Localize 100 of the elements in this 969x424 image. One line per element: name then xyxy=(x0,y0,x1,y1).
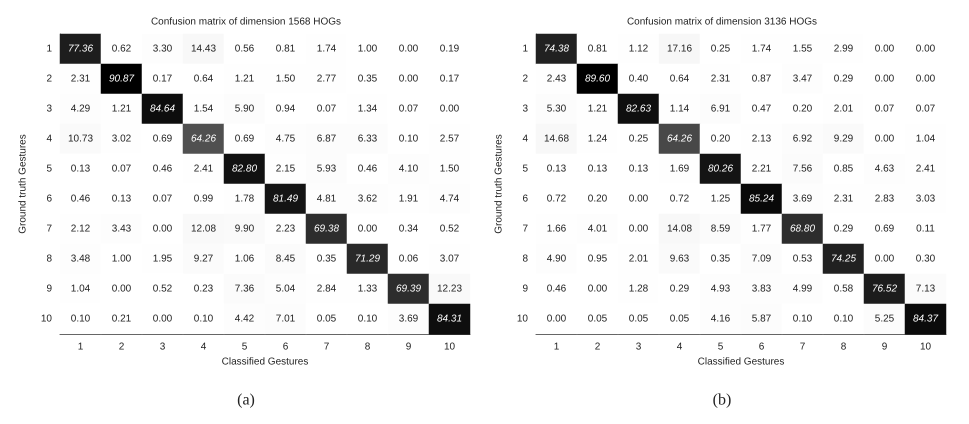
data-label: 64.26 xyxy=(666,134,692,144)
x-tick-label: 9 xyxy=(882,342,888,352)
data-label: 0.10 xyxy=(358,314,378,324)
data-label: 7.09 xyxy=(752,254,772,264)
x-axis-title: Classified Gestures xyxy=(698,356,784,368)
data-label: 14.43 xyxy=(190,44,216,54)
data-label: 0.00 xyxy=(440,104,460,114)
data-label: 0.29 xyxy=(834,224,854,234)
x-tick-label: 3 xyxy=(636,342,642,352)
data-label: 2.31 xyxy=(70,74,91,84)
y-tick-label: 7 xyxy=(46,224,52,234)
data-label: 2.31 xyxy=(834,194,854,204)
data-label: 2.12 xyxy=(70,224,91,234)
data-label: 69.38 xyxy=(314,224,340,234)
data-label: 0.34 xyxy=(398,224,419,234)
data-label: 0.30 xyxy=(916,254,936,264)
data-label: 0.19 xyxy=(440,44,460,54)
data-label: 7.01 xyxy=(276,314,296,324)
data-label: 74.25 xyxy=(830,254,856,264)
data-label: 7.13 xyxy=(916,284,936,294)
data-label: 1.00 xyxy=(112,254,132,264)
x-tick-label: 5 xyxy=(718,342,724,352)
data-label: 1.06 xyxy=(234,254,255,264)
data-label: 0.81 xyxy=(276,44,296,54)
y-tick-label: 9 xyxy=(522,284,528,294)
y-tick-label: 8 xyxy=(46,254,52,264)
x-tick-label: 6 xyxy=(758,342,765,352)
data-label: 0.20 xyxy=(588,194,608,204)
data-label: 2.41 xyxy=(194,164,214,174)
data-label: 4.29 xyxy=(70,104,91,114)
data-label: 3.07 xyxy=(440,254,460,264)
data-label: 0.64 xyxy=(670,74,690,84)
data-label: 1.28 xyxy=(628,284,649,294)
data-label: 1.78 xyxy=(234,194,255,204)
x-tick-label: 7 xyxy=(800,342,806,352)
data-label: 1.21 xyxy=(112,104,132,114)
data-label: 0.10 xyxy=(194,314,214,324)
data-label: 0.07 xyxy=(152,194,173,204)
data-label: 6.87 xyxy=(316,134,337,144)
data-label: 0.00 xyxy=(358,224,378,234)
data-label: 5.25 xyxy=(874,314,895,324)
data-label: 1.77 xyxy=(752,224,772,234)
data-label: 0.95 xyxy=(588,254,608,264)
data-label: 2.21 xyxy=(752,164,772,174)
data-label: 17.16 xyxy=(666,44,692,54)
data-label: 4.99 xyxy=(792,284,813,294)
data-label: 69.39 xyxy=(396,284,422,294)
data-label: 0.56 xyxy=(234,44,255,54)
data-label: 0.29 xyxy=(670,284,690,294)
x-tick-label: 3 xyxy=(160,342,166,352)
data-label: 0.11 xyxy=(916,224,936,234)
data-label: 82.80 xyxy=(232,164,258,174)
data-label: 4.16 xyxy=(710,314,731,324)
data-label: 0.00 xyxy=(874,134,895,144)
data-label: 0.10 xyxy=(834,314,854,324)
data-label: 0.35 xyxy=(358,74,378,84)
chart-title: Confusion matrix of dimension 1568 HOGs xyxy=(150,16,342,28)
data-label: 0.00 xyxy=(398,44,419,54)
data-label: 1.50 xyxy=(276,74,296,84)
data-label: 4.81 xyxy=(316,194,337,204)
data-label: 0.07 xyxy=(112,164,132,174)
data-label: 0.00 xyxy=(874,44,895,54)
y-tick-label: 9 xyxy=(46,284,52,294)
data-label: 8.45 xyxy=(276,254,296,264)
y-axis-title: Ground truth Gestures xyxy=(18,134,28,234)
data-label: 1.95 xyxy=(152,254,173,264)
y-tick-label: 3 xyxy=(522,104,528,114)
data-label: 0.20 xyxy=(710,134,731,144)
data-label: 68.80 xyxy=(790,224,816,234)
data-label: 3.83 xyxy=(752,284,772,294)
data-label: 3.02 xyxy=(112,134,132,144)
data-label: 0.10 xyxy=(398,134,419,144)
data-label: 0.21 xyxy=(112,314,132,324)
data-label: 0.17 xyxy=(152,74,173,84)
data-label: 84.37 xyxy=(912,314,938,324)
data-label: 64.26 xyxy=(190,134,216,144)
data-label: 0.35 xyxy=(710,254,731,264)
data-label: 0.00 xyxy=(398,74,419,84)
data-label: 0.85 xyxy=(834,164,854,174)
data-label: 1.21 xyxy=(234,74,255,84)
x-tick-label: 9 xyxy=(406,342,412,352)
data-label: 2.13 xyxy=(752,134,772,144)
data-label: 0.35 xyxy=(316,254,337,264)
data-label: 5.93 xyxy=(316,164,337,174)
data-label: 0.99 xyxy=(194,194,214,204)
y-tick-label: 1 xyxy=(522,44,528,54)
y-tick-label: 5 xyxy=(522,164,528,174)
x-tick-label: 1 xyxy=(78,342,84,352)
data-label: 2.84 xyxy=(316,284,337,294)
data-label: 81.49 xyxy=(272,194,298,204)
data-label: 0.07 xyxy=(316,104,337,114)
data-label: 1.66 xyxy=(546,224,567,234)
data-label: 4.74 xyxy=(440,194,460,204)
data-label: 2.43 xyxy=(546,74,567,84)
x-tick-label: 1 xyxy=(554,342,560,352)
data-label: 1.00 xyxy=(358,44,378,54)
data-label: 2.15 xyxy=(276,164,296,174)
data-label: 0.13 xyxy=(628,164,649,174)
data-label: 0.05 xyxy=(628,314,649,324)
data-label: 0.10 xyxy=(70,314,91,324)
